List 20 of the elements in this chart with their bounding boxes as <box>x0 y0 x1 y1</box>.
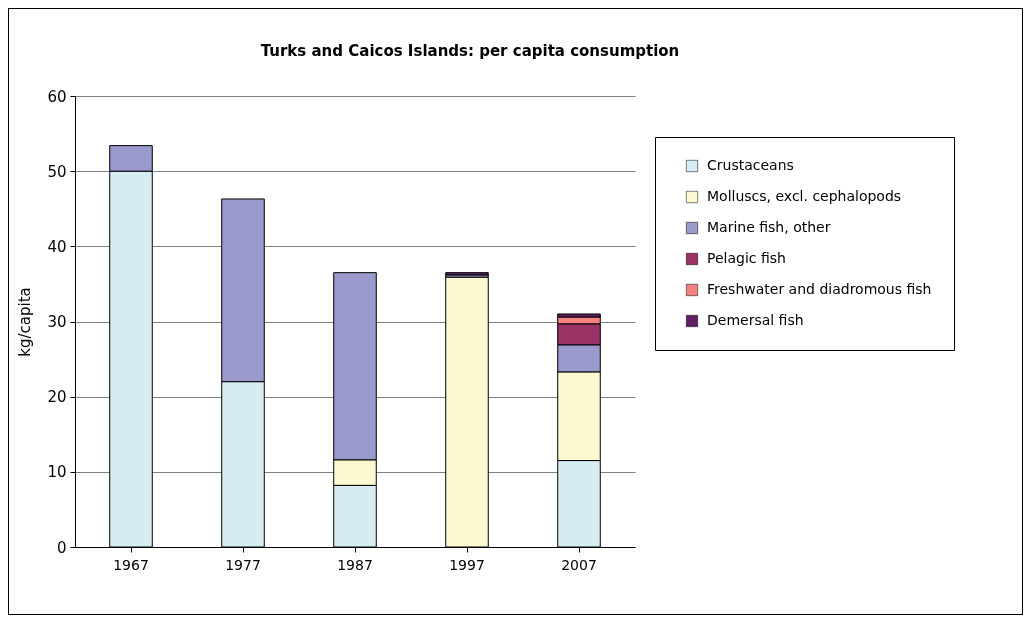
x-tick-label: 2007 <box>561 556 597 573</box>
y-tick-label: 50 <box>47 162 67 181</box>
legend-label: Molluscs, excl. cephalopods <box>707 188 902 204</box>
x-tick-label: 1977 <box>225 556 261 573</box>
legend-label: Crustaceans <box>707 157 794 173</box>
y-axis-title: kg/capita <box>16 287 35 357</box>
chart-title: Turks and Caicos Islands: per capita consumption <box>260 42 680 60</box>
legend-label: Freshwater and diadromous fish <box>707 281 932 297</box>
y-tick-label: 40 <box>47 237 67 256</box>
y-tick-label: 0 <box>56 538 67 557</box>
x-tick-label: 1967 <box>113 556 149 573</box>
x-tick-label: 1997 <box>449 556 485 573</box>
y-tick-label: 60 <box>47 87 67 106</box>
legend-label: Demersal fish <box>707 312 804 328</box>
y-tick-label: 10 <box>47 463 67 482</box>
y-tick-label: 20 <box>47 388 67 407</box>
x-tick-label: 1987 <box>337 556 373 573</box>
y-tick-label: 30 <box>47 313 67 331</box>
legend-label: Pelagic fish <box>707 250 786 266</box>
legend-label: Marine fish, other <box>707 219 831 235</box>
